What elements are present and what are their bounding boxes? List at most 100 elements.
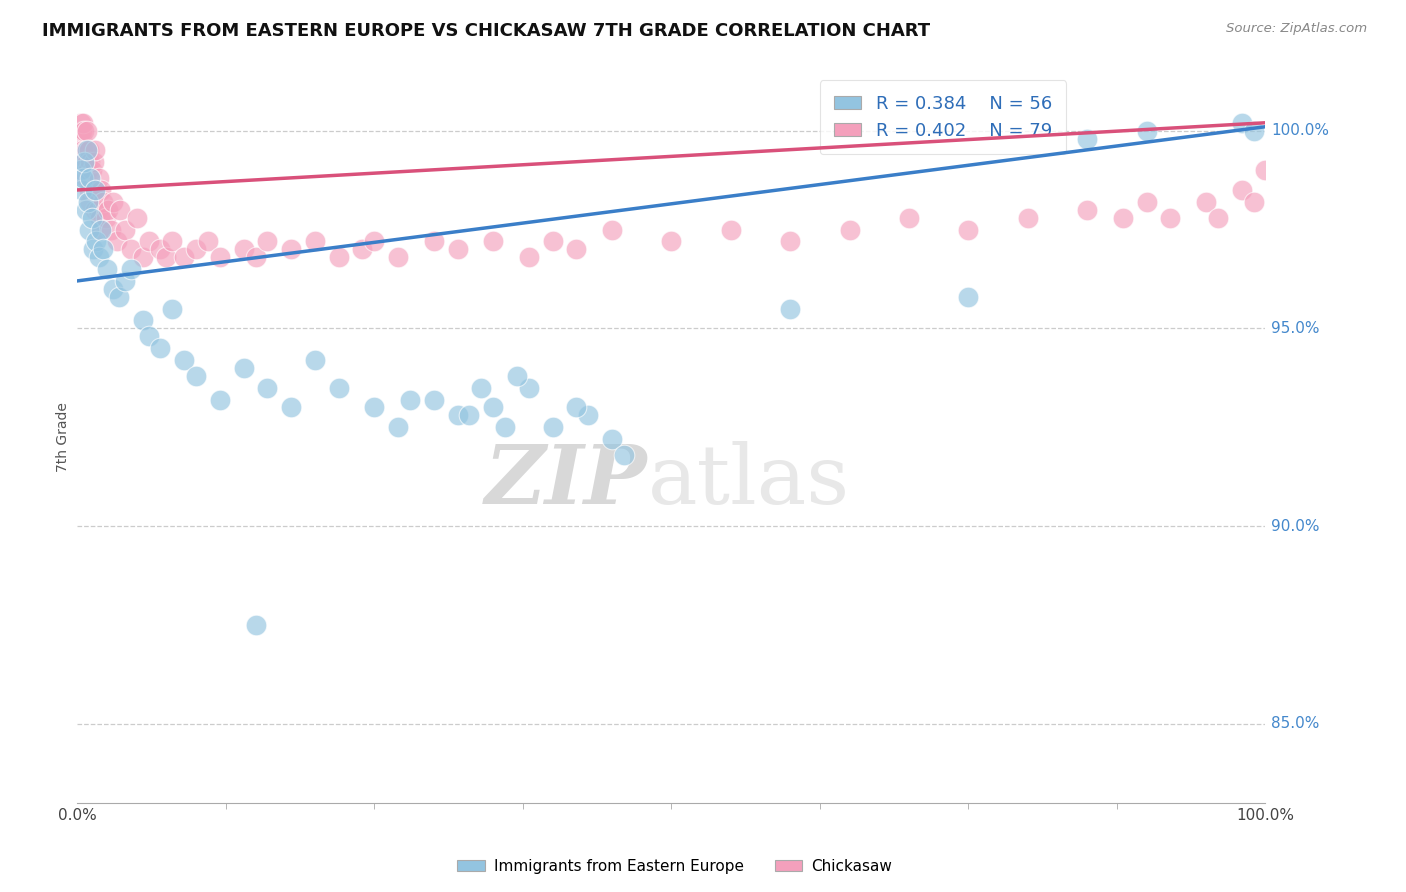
Point — [173, 250, 195, 264]
Point — [131, 313, 153, 327]
Point — [87, 171, 110, 186]
Point — [957, 290, 980, 304]
Point — [387, 420, 409, 434]
Point — [1136, 194, 1159, 209]
Point — [779, 235, 801, 249]
Point — [208, 250, 231, 264]
Point — [149, 242, 172, 256]
Point — [328, 250, 350, 264]
Point — [93, 194, 115, 209]
Point — [114, 222, 136, 236]
Point — [76, 144, 98, 158]
Point — [101, 194, 124, 209]
Point — [86, 183, 108, 197]
Point — [1243, 123, 1265, 137]
Point — [186, 242, 208, 256]
Point — [328, 381, 350, 395]
Point — [80, 211, 103, 225]
Text: 90.0%: 90.0% — [1271, 518, 1320, 533]
Point — [838, 222, 860, 236]
Point — [245, 250, 267, 264]
Point — [70, 163, 93, 178]
Point — [79, 155, 101, 169]
Point — [232, 242, 254, 256]
Point — [197, 235, 219, 249]
Point — [72, 116, 94, 130]
Point — [79, 194, 101, 209]
Point — [423, 392, 446, 407]
Point — [423, 235, 446, 249]
Point — [245, 618, 267, 632]
Point — [108, 202, 131, 217]
Point — [84, 144, 107, 158]
Point — [600, 222, 623, 236]
Point — [280, 401, 302, 415]
Point — [613, 448, 636, 462]
Text: Source: ZipAtlas.com: Source: ZipAtlas.com — [1226, 22, 1367, 36]
Point — [399, 392, 422, 407]
Point — [506, 368, 529, 383]
Point — [304, 235, 326, 249]
Point — [208, 392, 231, 407]
Point — [173, 353, 195, 368]
Point — [86, 235, 108, 249]
Point — [1159, 211, 1181, 225]
Point — [1017, 211, 1039, 225]
Point — [363, 235, 385, 249]
Point — [1195, 194, 1218, 209]
Point — [101, 282, 124, 296]
Point — [517, 381, 540, 395]
Point — [70, 183, 93, 197]
Point — [232, 360, 254, 375]
Point — [114, 274, 136, 288]
Point — [352, 242, 374, 256]
Text: 100.0%: 100.0% — [1271, 123, 1329, 138]
Point — [363, 401, 385, 415]
Point — [1230, 116, 1253, 130]
Point — [898, 211, 921, 225]
Point — [70, 116, 93, 130]
Point — [84, 202, 107, 217]
Point — [720, 222, 742, 236]
Point — [957, 222, 980, 236]
Point — [77, 222, 100, 236]
Point — [70, 123, 93, 137]
Point — [100, 222, 122, 236]
Point — [446, 409, 468, 423]
Point — [72, 144, 94, 158]
Point — [77, 163, 100, 178]
Point — [482, 401, 505, 415]
Point — [86, 202, 108, 217]
Point — [138, 235, 160, 249]
Point — [70, 131, 93, 145]
Point — [80, 163, 103, 178]
Point — [90, 222, 112, 236]
Point — [1112, 211, 1135, 225]
Point — [79, 171, 101, 186]
Point — [565, 401, 588, 415]
Point — [120, 242, 142, 256]
Point — [576, 409, 599, 423]
Point — [77, 183, 100, 197]
Point — [96, 262, 118, 277]
Point — [446, 242, 468, 256]
Y-axis label: 7th Grade: 7th Grade — [56, 402, 70, 472]
Point — [84, 183, 107, 197]
Point — [75, 202, 97, 217]
Point — [304, 353, 326, 368]
Point — [186, 368, 208, 383]
Point — [105, 235, 128, 249]
Point — [779, 301, 801, 316]
Text: IMMIGRANTS FROM EASTERN EUROPE VS CHICKASAW 7TH GRADE CORRELATION CHART: IMMIGRANTS FROM EASTERN EUROPE VS CHICKA… — [42, 22, 931, 40]
Point — [90, 183, 112, 197]
Point — [73, 123, 96, 137]
Point — [76, 123, 98, 137]
Point — [87, 250, 110, 264]
Point — [256, 381, 278, 395]
Point — [541, 420, 564, 434]
Point — [1230, 183, 1253, 197]
Text: 85.0%: 85.0% — [1271, 716, 1320, 731]
Point — [517, 250, 540, 264]
Point — [94, 211, 117, 225]
Point — [149, 341, 172, 355]
